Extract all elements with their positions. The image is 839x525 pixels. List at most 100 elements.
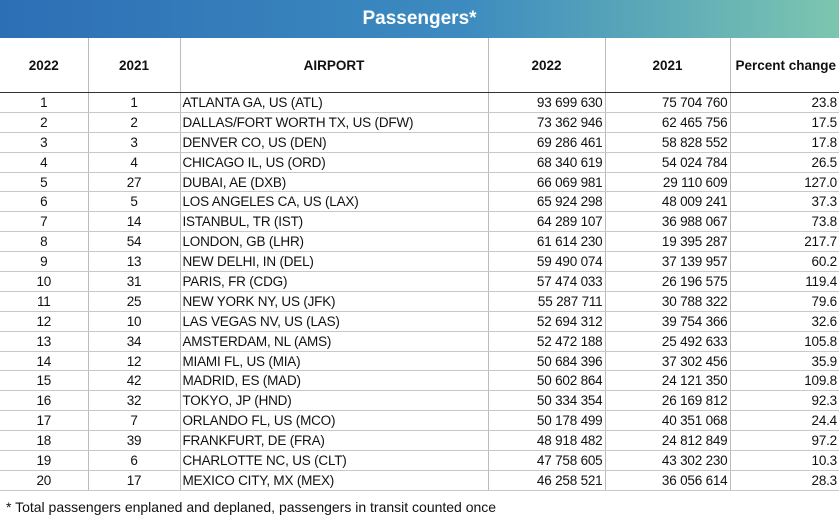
table-row: 9 13 NEW DELHI, IN (DEL) 59 490 074 37 139 9… (0, 251, 839, 273)
column-header: 2022 (0, 38, 89, 93)
table-cell: 17 (88, 470, 181, 491)
table-cell: 10 (0, 271, 89, 292)
table-cell: 119.4 (730, 271, 839, 292)
table-cell: 32 (88, 390, 181, 412)
table-cell: 11 (0, 291, 89, 312)
table-cell: 69 286 461 (488, 132, 606, 153)
table-cell: 23.8 (730, 92, 839, 113)
table-cell: 59 490 074 (488, 251, 606, 273)
table-cell: MADRID, ES (MAD) (180, 370, 489, 392)
table-row: 15 42 MADRID, ES (MAD) 50 602 864 24 121 350… (0, 370, 839, 392)
table-cell: 48 918 482 (488, 430, 606, 452)
table-row: 12 10 LAS VEGAS NV, US (LAS) 52 694 312 39 7… (0, 311, 839, 332)
table-cell: 52 472 188 (488, 331, 606, 352)
table-cell: 64 289 107 (488, 211, 606, 233)
column-header: 2021 (88, 38, 181, 93)
table-cell: 37 302 456 (605, 351, 731, 372)
table-cell: 19 (0, 450, 89, 471)
table-cell: 54 (88, 231, 181, 253)
table-cell: 75 704 760 (605, 92, 731, 113)
table-cell: 105.8 (730, 331, 839, 352)
table-cell: 35.9 (730, 351, 839, 372)
table-cell: MEXICO CITY, MX (MEX) (180, 470, 489, 491)
column-header: AIRPORT (180, 38, 489, 93)
table-cell: 50 602 864 (488, 370, 606, 392)
table-cell: 28.3 (730, 470, 839, 491)
table-cell: 26.5 (730, 152, 839, 173)
table-cell: 7 (88, 410, 181, 432)
table-cell: PARIS, FR (CDG) (180, 271, 489, 292)
table-cell: 30 788 322 (605, 291, 731, 312)
table-cell: 55 287 711 (488, 291, 606, 312)
table-row: 10 31 PARIS, FR (CDG) 57 474 033 26 196 575 1… (0, 271, 839, 292)
table-cell: AMSTERDAM, NL (AMS) (180, 331, 489, 352)
table-row: 5 27 DUBAI, AE (DXB) 66 069 981 29 110 609 12… (0, 172, 839, 193)
table-cell: NEW DELHI, IN (DEL) (180, 251, 489, 273)
table-cell: 14 (88, 211, 181, 233)
table-cell: 37.3 (730, 191, 839, 213)
table-cell: 20 (0, 470, 89, 491)
table-cell: DUBAI, AE (DXB) (180, 172, 489, 193)
table-cell: 40 351 068 (605, 410, 731, 432)
table-cell: CHARLOTTE NC, US (CLT) (180, 450, 489, 471)
table-cell: 43 302 230 (605, 450, 731, 471)
table-row: 19 6 CHARLOTTE NC, US (CLT) 47 758 605 43 30… (0, 450, 839, 471)
table-cell: 61 614 230 (488, 231, 606, 253)
table-cell: 10.3 (730, 450, 839, 471)
column-header: Percent change (730, 38, 839, 93)
table-cell: 73.8 (730, 211, 839, 233)
table-row: 16 32 TOKYO, JP (HND) 50 334 354 26 169 812 9… (0, 390, 839, 412)
table-row: 18 39 FRANKFURT, DE (FRA) 48 918 482 24 812 … (0, 430, 839, 452)
table-cell: 25 (88, 291, 181, 312)
table-cell: 26 169 812 (605, 390, 731, 412)
table-cell: 42 (88, 370, 181, 392)
table-cell: 17.5 (730, 112, 839, 133)
table-cell: 62 465 756 (605, 112, 731, 133)
table-cell: 24.4 (730, 410, 839, 432)
table-cell: 32.6 (730, 311, 839, 332)
table-cell: 12 (88, 351, 181, 372)
table-cell: ATLANTA GA, US (ATL) (180, 92, 489, 113)
table-cell: 39 754 366 (605, 311, 731, 332)
table-row: 17 7 ORLANDO FL, US (MCO) 50 178 499 40 351 … (0, 410, 839, 432)
table-cell: 5 (88, 191, 181, 213)
table-cell: 36 988 067 (605, 211, 731, 233)
table-cell: 1 (0, 92, 89, 113)
table-cell: MIAMI FL, US (MIA) (180, 351, 489, 372)
table-cell: 73 362 946 (488, 112, 606, 133)
table-cell: 24 812 849 (605, 430, 731, 452)
table-cell: 5 (0, 172, 89, 193)
table-cell: 50 334 354 (488, 390, 606, 412)
table-cell: 17 (0, 410, 89, 432)
table-cell: 93 699 630 (488, 92, 606, 113)
table-cell: 13 (88, 251, 181, 273)
table-cell: 4 (88, 152, 181, 173)
table-cell: 97.2 (730, 430, 839, 452)
table-cell: CHICAGO IL, US (ORD) (180, 152, 489, 173)
table-cell: 50 684 396 (488, 351, 606, 372)
table-cell: 66 069 981 (488, 172, 606, 193)
title-banner: Passengers* (0, 0, 839, 38)
table-cell: 3 (0, 132, 89, 153)
table-cell: LOS ANGELES CA, US (LAX) (180, 191, 489, 213)
table-cell: 12 (0, 311, 89, 332)
table-cell: 29 110 609 (605, 172, 731, 193)
table-cell: 6 (0, 191, 89, 213)
table-row: 1 1 ATLANTA GA, US (ATL) 93 699 630 75 704 7… (0, 92, 839, 113)
table-cell: 1 (88, 92, 181, 113)
table-cell: 109.8 (730, 370, 839, 392)
table-cell: 14 (0, 351, 89, 372)
table-cell: DALLAS/FORT WORTH TX, US (DFW) (180, 112, 489, 133)
table-cell: 39 (88, 430, 181, 452)
table-row: 13 34 AMSTERDAM, NL (AMS) 52 472 188 25 492 … (0, 331, 839, 352)
table-cell: 17.8 (730, 132, 839, 153)
table-cell: 4 (0, 152, 89, 173)
table-row: 14 12 MIAMI FL, US (MIA) 50 684 396 37 302 4… (0, 351, 839, 372)
table-row: 2 2 DALLAS/FORT WORTH TX, US (DFW) 73 362 9… (0, 112, 839, 133)
table-cell: 15 (0, 370, 89, 392)
table-cell: 34 (88, 331, 181, 352)
table-cell: LAS VEGAS NV, US (LAS) (180, 311, 489, 332)
table-cell: DENVER CO, US (DEN) (180, 132, 489, 153)
table-cell: 57 474 033 (488, 271, 606, 292)
